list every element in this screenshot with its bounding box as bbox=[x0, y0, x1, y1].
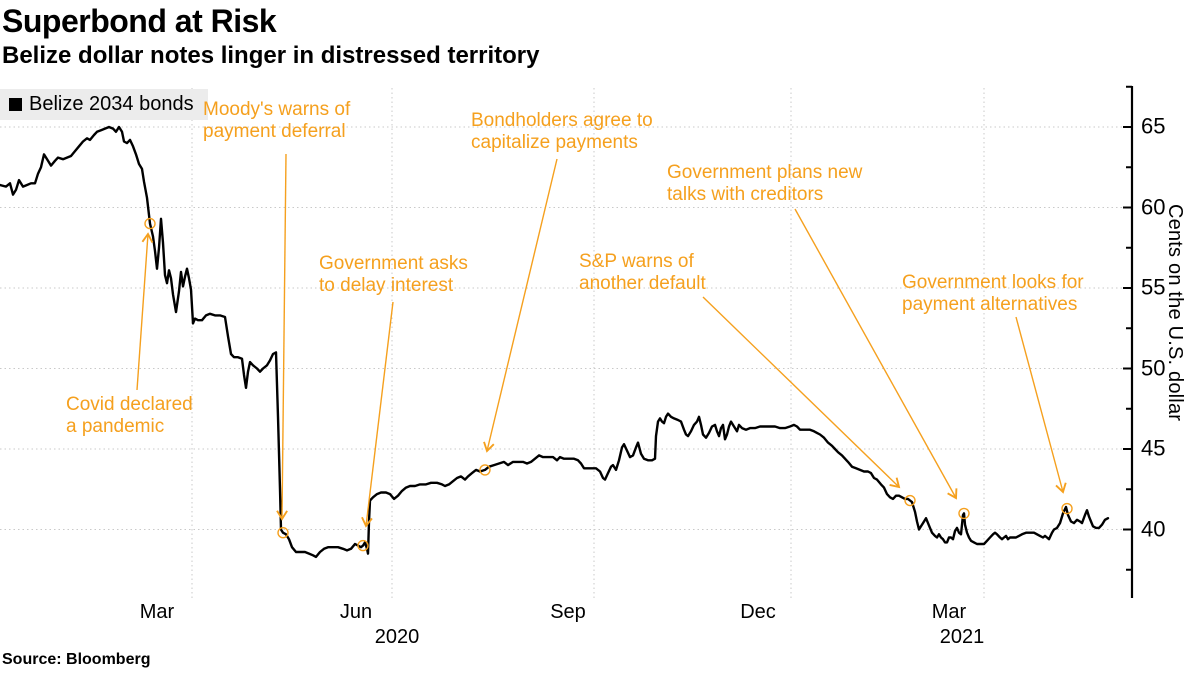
event-arrow-new-talks bbox=[794, 208, 958, 500]
series-swatch-icon bbox=[9, 98, 22, 111]
event-annotation-moodys: Moody's warns of payment deferral bbox=[203, 99, 351, 142]
event-marker-moodys bbox=[277, 527, 289, 539]
event-annotation-bondholders: Bondholders agree to capitalize payments bbox=[471, 110, 653, 153]
page-title: Superbond at Risk bbox=[2, 3, 277, 39]
y-tick-label: 45 bbox=[1141, 435, 1166, 461]
event-marker-covid bbox=[144, 217, 156, 230]
y-tick-label: 60 bbox=[1141, 193, 1166, 219]
x-year-label: 2021 bbox=[939, 626, 985, 648]
event-marker-new-talks bbox=[958, 507, 970, 520]
event-marker-sp-warns bbox=[904, 494, 916, 507]
y-tick-label: 50 bbox=[1141, 354, 1166, 380]
y-axis-title: Cents on the U.S. dollar bbox=[1164, 204, 1186, 422]
x-tick-label: Sep bbox=[550, 601, 586, 623]
event-annotation-alternatives: Government looks for payment alternative… bbox=[902, 272, 1084, 315]
event-arrow-alternatives bbox=[1015, 316, 1067, 494]
event-arrow-sp-warns bbox=[702, 296, 901, 489]
legend-label: Belize 2034 bonds bbox=[29, 93, 194, 115]
event-arrow-delay-interest bbox=[361, 301, 394, 528]
x-year-label: 2020 bbox=[374, 626, 420, 648]
event-annotation-sp-warns: S&P warns of another default bbox=[579, 251, 706, 294]
event-arrow-moodys bbox=[276, 153, 288, 521]
source-label: Source: Bloomberg bbox=[2, 651, 151, 668]
legend: Belize 2034 bonds bbox=[0, 89, 208, 120]
x-tick-label: Jun bbox=[339, 601, 373, 623]
event-annotation-delay-interest: Government asks to delay interest bbox=[319, 253, 468, 296]
bond-price-line bbox=[0, 125, 1110, 559]
y-tick-label: 65 bbox=[1141, 113, 1166, 139]
x-tick-label: Mar bbox=[139, 601, 175, 623]
x-tick-label: Dec bbox=[740, 601, 776, 623]
event-marker-alternatives bbox=[1061, 502, 1073, 515]
event-marker-bondholders bbox=[479, 464, 491, 476]
event-annotation-new-talks: Government plans new talks with creditor… bbox=[667, 162, 863, 205]
event-arrow-bondholders bbox=[483, 158, 558, 453]
event-annotation-covid: Covid declared a pandemic bbox=[66, 394, 193, 437]
event-arrow-covid bbox=[136, 232, 154, 391]
y-tick-label: 55 bbox=[1141, 274, 1166, 300]
y-tick-label: 40 bbox=[1141, 515, 1166, 541]
event-marker-delay-interest bbox=[357, 539, 369, 552]
x-tick-label: Mar bbox=[931, 601, 967, 623]
page-subtitle: Belize dollar notes linger in distressed… bbox=[2, 42, 540, 69]
